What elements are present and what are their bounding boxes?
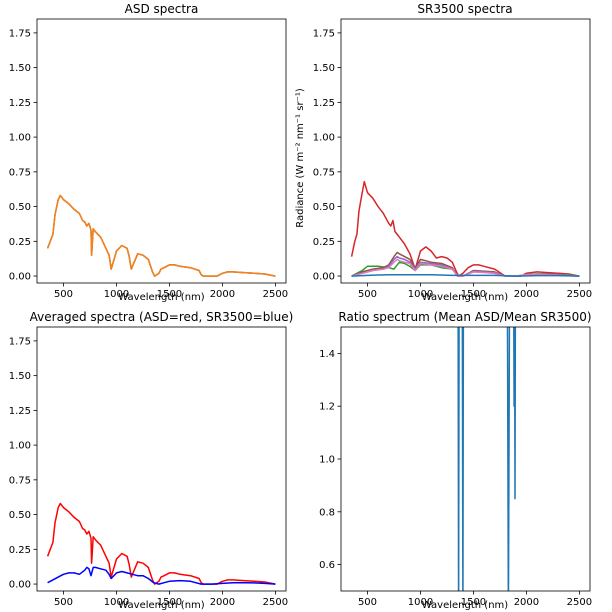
y-tick-label: 0.50 [9,202,31,213]
y-tick-label: 1.75 [9,336,31,347]
x-tick-label: 500 [54,597,73,608]
panel-averaged-spectra: Averaged spectra (ASD=red, SR3500=blue) … [9,310,294,611]
axes-frame [340,18,591,284]
x-tick-label: 500 [358,289,377,300]
axes-frame [340,326,591,592]
y-tick-label: 1.2 [319,402,335,413]
plot-area: 500 1000 1500 2000 2500 0.00 0.25 0.50 0.75 1.00 1… [9,326,288,608]
x-tick-label: 1000 [104,597,129,608]
y-tick-label: 1.75 [9,28,31,39]
y-tick-label: 1.4 [319,349,335,360]
series-group [46,502,276,585]
x-tick-label: 2000 [514,597,539,608]
panel-title: SR3500 spectra [417,2,512,16]
axes-frame [36,326,287,592]
y-tick-label: 1.00 [9,133,31,144]
series-line-1 [46,194,276,277]
y-tick-label: 1.00 [313,133,335,144]
series-group [457,327,517,591]
y-tick-label: 0.25 [9,237,31,248]
series-line-1-seg-1 [457,327,460,591]
series-group [46,194,276,277]
x-tick-label: 2500 [567,289,592,300]
axes-frame [36,18,287,284]
y-tick-label: 1.00 [9,441,31,452]
series-line-1-seg-4 [513,327,517,500]
series-line-2 [47,566,276,585]
y-tick-label: 0.25 [313,237,335,248]
x-tick-label: 500 [358,597,377,608]
x-tick-label: 2000 [210,289,235,300]
x-tick-label: 1000 [104,289,129,300]
x-axis-label: Wavelength (nm) [422,600,508,611]
x-tick-label: 2000 [514,289,539,300]
panel-title: Ratio spectrum (Mean ASD/Mean SR3500) [338,310,591,324]
x-axis-label: Wavelength (nm) [118,292,204,303]
y-tick-label: 0.00 [9,272,31,283]
panel-sr3500-spectra: SR3500 spectra Wavelength (nm) Radiance … [295,2,592,303]
y-tick-label: 0.25 [9,545,31,556]
x-axis-label: Wavelength (nm) [422,292,508,303]
y-tick-label: 1.25 [9,406,31,417]
series-line-2 [46,194,276,277]
y-tick-label: 0.50 [9,510,31,521]
y-tick-label: 0.8 [319,507,335,518]
y-tick-label: 0.75 [9,167,31,178]
x-tick-label: 1500 [157,597,182,608]
plot-area: 500 1000 1500 2000 2500 0.6 0.8 1.0 1.2 1.4 [319,326,592,608]
y-tick-label: 0.50 [313,202,335,213]
y-tick-label: 0.75 [9,475,31,486]
series-line-1-seg-2 [461,327,465,591]
x-tick-label: 2000 [210,597,235,608]
panel-title: ASD spectra [125,2,199,16]
y-tick-label: 0.6 [319,560,335,571]
y-tick-label: 0.00 [313,272,335,283]
plot-area: 500 1000 1500 2000 2500 0.00 0.25 0.50 0.75 1.00 1… [9,18,288,300]
x-tick-label: 2500 [263,289,288,300]
x-axis-label: Wavelength (nm) [118,600,204,611]
y-tick-label: 0.75 [313,167,335,178]
y-axis-label: Radiance (W m⁻² nm⁻¹ sr⁻¹) [295,88,306,228]
y-tick-label: 1.25 [313,98,335,109]
x-tick-label: 2500 [263,597,288,608]
x-tick-label: 2500 [567,597,592,608]
y-tick-label: 1.50 [313,63,335,74]
y-tick-label: 0.00 [9,580,31,591]
y-tick-label: 1.25 [9,98,31,109]
plot-area: 500 1000 1500 2000 2500 0.00 0.25 0.50 0.75 1.00 1… [313,18,592,300]
y-tick-label: 1.0 [319,455,335,466]
x-tick-label: 1500 [461,597,486,608]
panel-asd-spectra: ASD spectra Wavelength (nm) 500 1000 1500 2… [9,2,288,303]
series-line-1-seg-3 [506,327,511,591]
panel-title: Averaged spectra (ASD=red, SR3500=blue) [30,310,294,324]
panel-ratio-spectrum: Ratio spectrum (Mean ASD/Mean SR3500) Wa… [319,310,592,611]
y-tick-label: 1.50 [9,63,31,74]
x-tick-label: 1500 [157,289,182,300]
y-tick-label: 1.75 [313,28,335,39]
series-line-6 [351,273,580,277]
y-tick-label: 1.50 [9,371,31,382]
series-group [350,180,580,277]
x-tick-label: 1000 [408,597,433,608]
series-line-1 [350,180,580,277]
x-tick-label: 1000 [408,289,433,300]
x-tick-label: 1500 [461,289,486,300]
x-tick-label: 500 [54,289,73,300]
